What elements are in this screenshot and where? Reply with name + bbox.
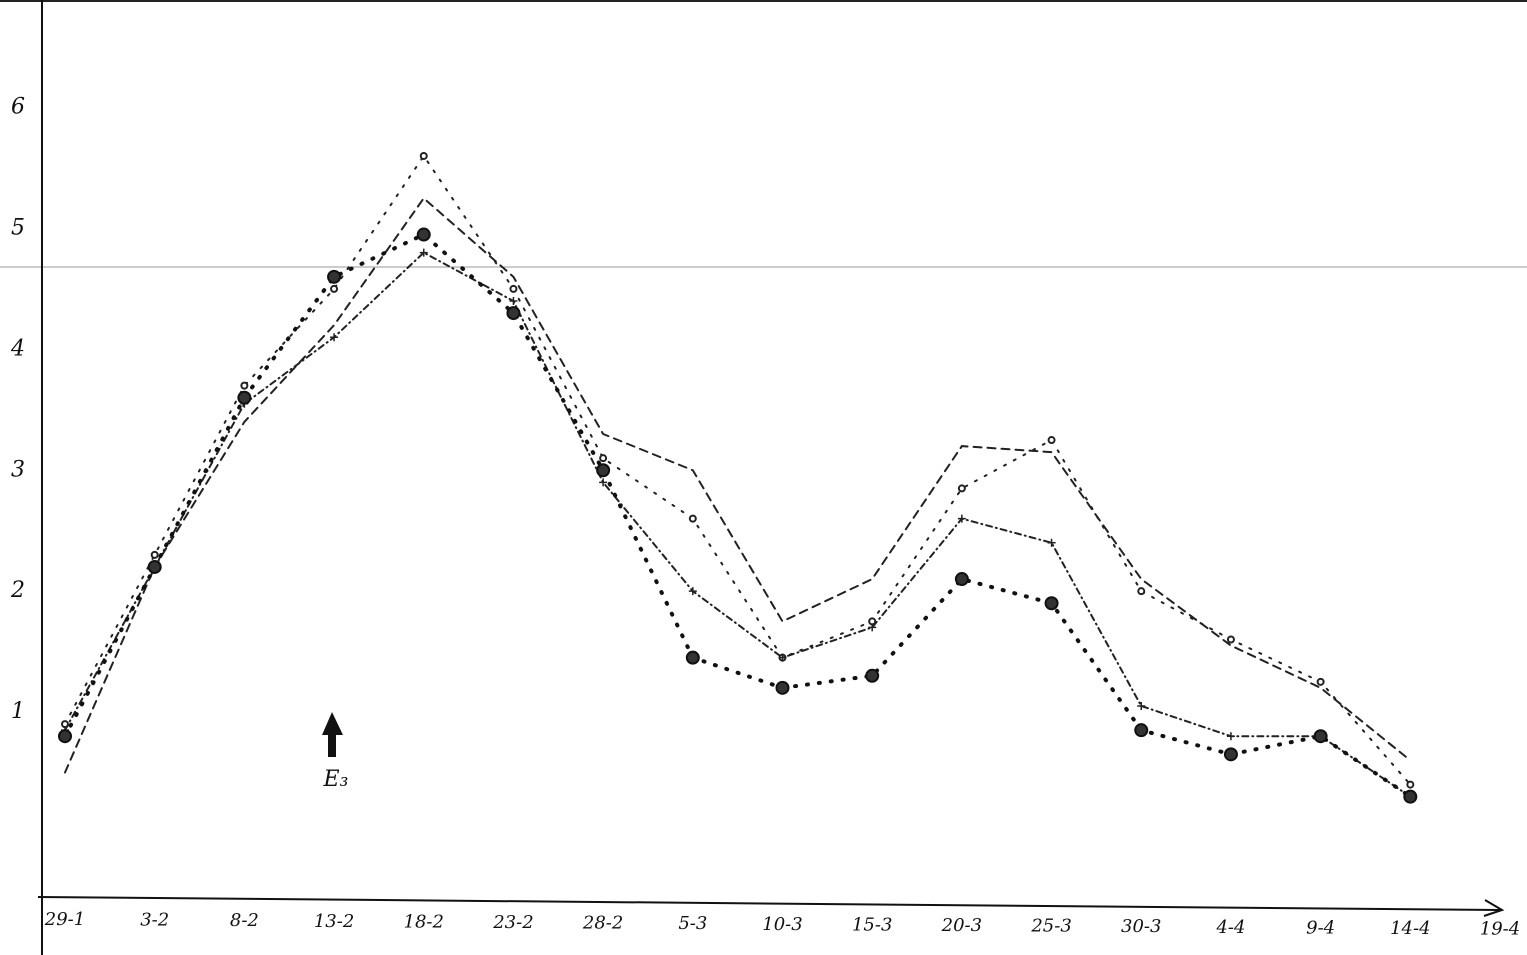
x-tick-label: 25-3	[1030, 916, 1071, 937]
point	[419, 248, 428, 257]
point	[957, 514, 966, 523]
point	[1316, 677, 1325, 686]
y-tick-label: 1	[11, 699, 25, 724]
point	[1406, 780, 1415, 789]
point	[1137, 587, 1146, 596]
point	[416, 227, 431, 242]
point	[1403, 789, 1418, 804]
x-tick-label: 29-1	[44, 909, 85, 930]
point	[596, 463, 611, 478]
point	[330, 333, 339, 342]
x-tick-label: 23-2	[492, 912, 533, 933]
x-tick-label: 18-2	[404, 911, 444, 932]
point	[1134, 723, 1149, 738]
point	[1044, 596, 1059, 611]
point	[509, 284, 518, 293]
point	[1223, 747, 1238, 762]
point	[688, 587, 697, 596]
point	[599, 478, 608, 487]
x-tick-label: 8-2	[230, 910, 259, 931]
point	[327, 269, 342, 284]
point	[685, 650, 700, 665]
point	[868, 623, 877, 632]
y-tick-label: 4	[10, 336, 25, 361]
point	[1047, 436, 1056, 445]
point	[1313, 729, 1328, 744]
point	[599, 454, 608, 463]
x-tick-label: 20-3	[941, 915, 982, 936]
axis-arrow	[1483, 899, 1505, 917]
point	[506, 306, 521, 321]
x-tick-label: 9-4	[1306, 917, 1335, 938]
x-tick-label: 28-2	[582, 913, 623, 934]
point	[150, 550, 159, 559]
x-tick-label: 19-4	[1480, 919, 1520, 940]
y-tick-label: 5	[11, 215, 25, 240]
x-tick-label: 30-3	[1121, 916, 1161, 937]
series-line	[64, 196, 1412, 774]
x-tick-label: 13-2	[314, 911, 354, 932]
point	[58, 729, 72, 744]
x-tick-label: 10-3	[762, 914, 802, 935]
point	[330, 284, 339, 293]
x-tick-label: 15-3	[852, 914, 892, 935]
x-tick-label: 3-2	[140, 910, 169, 931]
x-axis	[37, 896, 1501, 911]
point	[778, 653, 787, 662]
point	[775, 680, 790, 695]
point	[1047, 538, 1056, 547]
point	[1226, 635, 1235, 644]
annotation: E₃	[323, 767, 349, 792]
x-tick-label: 14-4	[1390, 918, 1430, 939]
point	[954, 572, 969, 587]
point	[237, 390, 252, 405]
y-tick-label: 3	[11, 457, 25, 482]
series-line	[64, 251, 1412, 798]
point	[419, 151, 428, 160]
series-line	[63, 232, 1413, 799]
point	[1226, 732, 1235, 741]
point	[240, 381, 249, 390]
point	[1137, 701, 1146, 710]
x-tick-label: 5-3	[678, 913, 707, 934]
series-line	[64, 154, 1412, 786]
event-arrow	[322, 712, 343, 757]
point	[865, 668, 880, 683]
point	[509, 297, 518, 306]
point	[957, 484, 966, 493]
point	[688, 514, 697, 523]
y-tick-label: 2	[10, 578, 25, 603]
point	[147, 559, 162, 574]
x-tick-label: 4-4	[1215, 917, 1245, 938]
y-tick-label: 6	[11, 95, 25, 120]
